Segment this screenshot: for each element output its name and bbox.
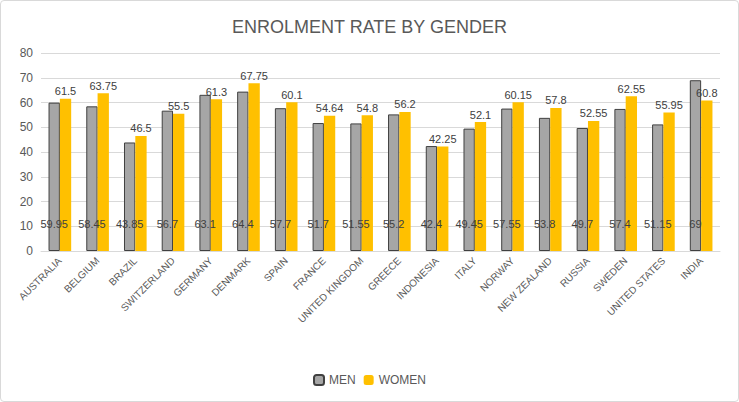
svg-text:80: 80 [20, 46, 34, 60]
svg-text:57.55: 57.55 [493, 218, 521, 230]
svg-text:59.95: 59.95 [40, 218, 68, 230]
svg-text:67.75: 67.75 [240, 70, 268, 82]
svg-text:20: 20 [20, 195, 34, 209]
svg-text:60.15: 60.15 [504, 89, 532, 101]
svg-text:54.8: 54.8 [357, 102, 378, 114]
svg-text:UNITED KINGDOM: UNITED KINGDOM [296, 255, 366, 325]
svg-text:NORWAY: NORWAY [478, 255, 517, 294]
svg-text:54.64: 54.64 [316, 102, 344, 114]
svg-text:NEW ZEALAND: NEW ZEALAND [495, 255, 554, 314]
svg-text:69: 69 [689, 218, 701, 230]
svg-text:42.4: 42.4 [421, 218, 442, 230]
svg-text:55.5: 55.5 [168, 100, 189, 112]
svg-text:60.1: 60.1 [281, 89, 302, 101]
svg-text:SWITZERLAND: SWITZERLAND [119, 255, 177, 313]
svg-text:51.15: 51.15 [644, 218, 672, 230]
svg-text:10: 10 [20, 219, 34, 233]
svg-text:49.45: 49.45 [455, 218, 483, 230]
svg-text:49.7: 49.7 [572, 218, 593, 230]
svg-text:57.4: 57.4 [609, 218, 630, 230]
svg-text:SWEDEN: SWEDEN [591, 255, 630, 294]
svg-text:WOMEN: WOMEN [379, 373, 426, 387]
svg-text:53.8: 53.8 [534, 218, 555, 230]
svg-text:MEN: MEN [329, 373, 356, 387]
svg-text:62.55: 62.55 [618, 83, 646, 95]
svg-text:58.45: 58.45 [78, 218, 106, 230]
svg-text:50: 50 [20, 120, 34, 134]
svg-text:BELGIUM: BELGIUM [62, 255, 102, 295]
svg-text:GERMANY: GERMANY [171, 255, 215, 299]
svg-text:42.25: 42.25 [429, 133, 457, 145]
svg-text:51.7: 51.7 [308, 218, 329, 230]
svg-text:RUSSIA: RUSSIA [558, 255, 592, 289]
svg-text:55.2: 55.2 [383, 218, 404, 230]
svg-text:ENROLMENT RATE BY GENDER: ENROLMENT RATE BY GENDER [232, 17, 507, 37]
svg-text:INDIA: INDIA [678, 255, 705, 282]
svg-text:AUSTRALIA: AUSTRALIA [17, 255, 64, 302]
svg-text:DENMARK: DENMARK [209, 255, 252, 298]
svg-text:52.55: 52.55 [580, 107, 608, 119]
svg-text:40: 40 [20, 145, 34, 159]
svg-text:FRANCE: FRANCE [291, 255, 328, 292]
svg-text:SPAIN: SPAIN [262, 255, 290, 283]
svg-text:57.7: 57.7 [270, 218, 291, 230]
svg-text:ITALY: ITALY [452, 255, 479, 282]
svg-text:61.5: 61.5 [55, 85, 76, 97]
svg-text:60.8: 60.8 [696, 87, 717, 99]
svg-text:BRAZIL: BRAZIL [107, 255, 140, 288]
svg-text:INDONESIA: INDONESIA [394, 255, 441, 302]
svg-text:64.4: 64.4 [232, 218, 253, 230]
svg-text:60: 60 [20, 96, 34, 110]
svg-text:63.1: 63.1 [194, 218, 215, 230]
svg-text:57.8: 57.8 [545, 94, 566, 106]
svg-text:GREECE: GREECE [366, 255, 404, 293]
svg-text:63.75: 63.75 [89, 80, 117, 92]
svg-text:30: 30 [20, 170, 34, 184]
svg-text:43.85: 43.85 [116, 218, 144, 230]
svg-text:0: 0 [26, 244, 33, 258]
svg-text:56.2: 56.2 [394, 98, 415, 110]
svg-text:52.1: 52.1 [470, 109, 491, 121]
svg-text:70: 70 [20, 71, 34, 85]
svg-text:55.95: 55.95 [655, 99, 683, 111]
svg-text:56.7: 56.7 [157, 218, 178, 230]
svg-text:46.5: 46.5 [130, 122, 151, 134]
svg-text:61.3: 61.3 [206, 86, 227, 98]
svg-text:UNITED STATES: UNITED STATES [605, 255, 668, 318]
svg-text:51.55: 51.55 [342, 218, 370, 230]
